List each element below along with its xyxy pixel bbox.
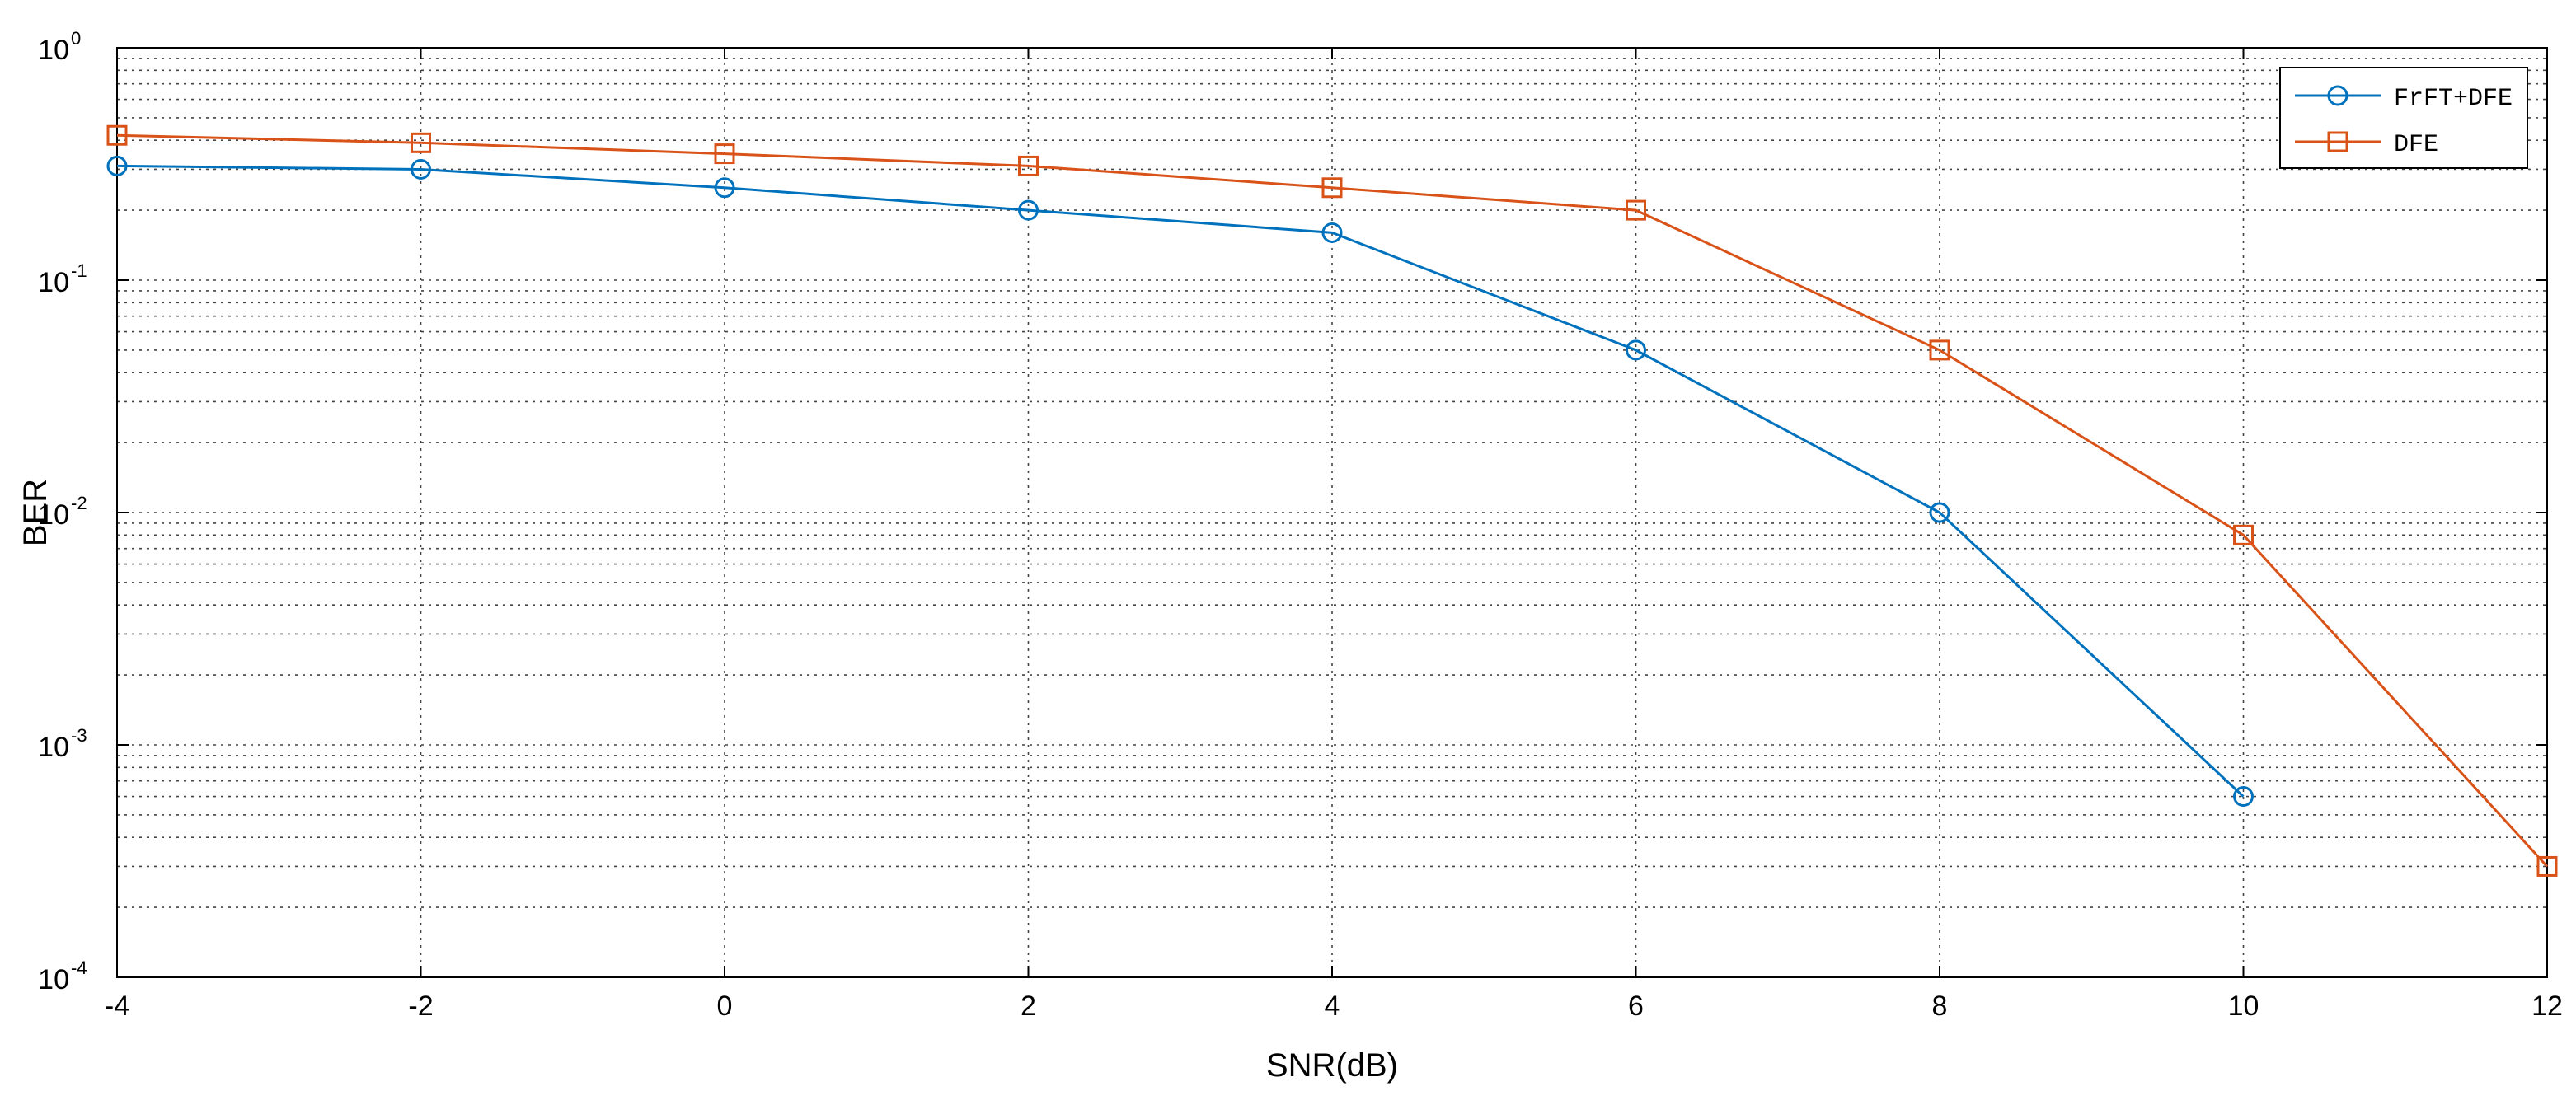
data-point-square xyxy=(1018,155,1039,176)
legend-marker-square xyxy=(2327,131,2348,152)
data-point-circle xyxy=(411,158,431,180)
series-line xyxy=(116,133,2549,868)
series-line xyxy=(116,164,2245,798)
data-point-square xyxy=(411,132,431,153)
data-point-square xyxy=(1321,177,1343,199)
data-point-square xyxy=(1626,199,1646,221)
legend-entry: DFE xyxy=(2394,131,2438,159)
data-point-circle xyxy=(1929,502,1950,523)
x-tick-label: 10 xyxy=(2228,990,2259,1022)
x-tick-label: -4 xyxy=(105,990,129,1022)
y-axis-label: BER xyxy=(17,479,54,546)
y-tick-exponent: -3 xyxy=(71,725,87,746)
data-point-circle xyxy=(106,155,128,176)
legend-entry: FrFT+DFE xyxy=(2394,85,2513,113)
y-tick-exponent: -2 xyxy=(71,493,87,513)
x-tick-label: 6 xyxy=(1628,990,1644,1022)
y-tick-label: 10 xyxy=(38,267,69,298)
y-tick-label: 10 xyxy=(38,35,69,66)
y-tick-exponent: -4 xyxy=(71,958,87,978)
data-point-circle xyxy=(1321,222,1343,243)
y-tick-label: 10 xyxy=(38,964,69,995)
data-point-square xyxy=(714,143,735,165)
data-point-square xyxy=(1929,339,1950,361)
x-tick-label: 0 xyxy=(717,990,733,1022)
y-tick-label: 10 xyxy=(38,499,69,531)
y-tick-exponent: 0 xyxy=(71,28,81,49)
x-tick-label: 12 xyxy=(2531,990,2563,1022)
legend-marker-circle xyxy=(2327,85,2348,106)
x-axis-label: SNR(dB) xyxy=(1266,1047,1398,1084)
x-tick-label: 2 xyxy=(1021,990,1036,1022)
legend-box xyxy=(2279,67,2528,169)
data-point-circle xyxy=(1018,199,1039,221)
data-point-square xyxy=(2536,855,2558,877)
x-tick-label: 8 xyxy=(1932,990,1948,1022)
x-tick-label: -2 xyxy=(408,990,433,1022)
y-tick-label: 10 xyxy=(38,732,69,763)
legend: FrFT+DFE DFE xyxy=(2279,67,2528,169)
data-point-square xyxy=(2233,524,2254,545)
data-point-circle xyxy=(1626,339,1646,361)
x-tick-label: 4 xyxy=(1325,990,1340,1022)
data-point-circle xyxy=(2233,786,2254,808)
series-2 xyxy=(106,124,2558,877)
series-layer xyxy=(106,124,2558,877)
y-tick-exponent: -1 xyxy=(71,260,87,281)
series-1 xyxy=(106,155,2254,808)
data-point-square xyxy=(106,124,128,146)
data-point-circle xyxy=(714,177,735,199)
